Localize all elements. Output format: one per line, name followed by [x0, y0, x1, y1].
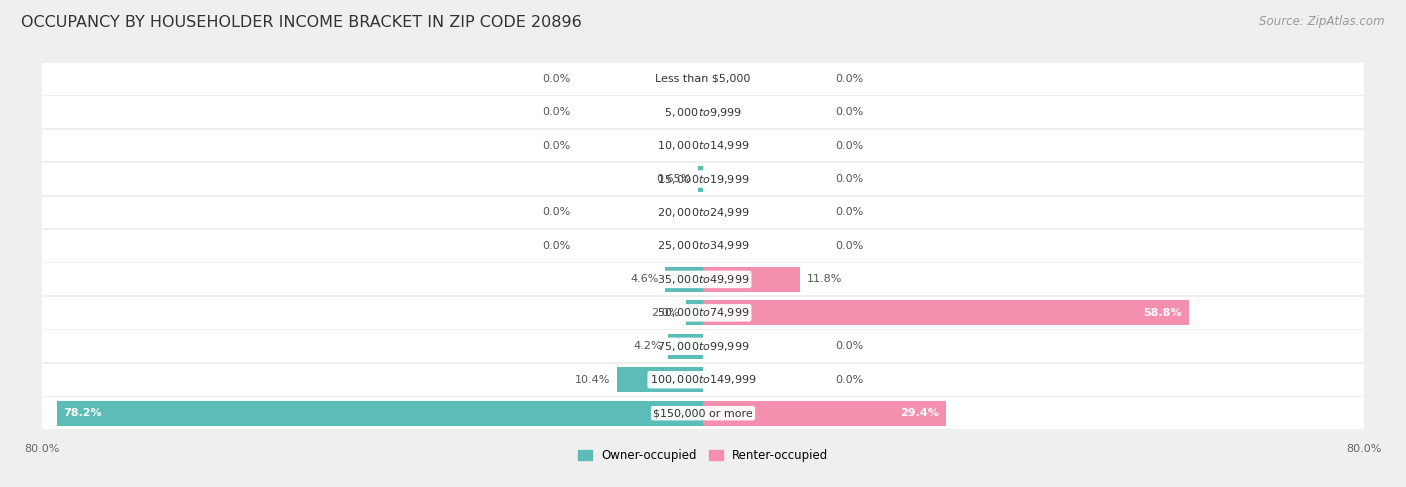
Text: 0.0%: 0.0% — [543, 74, 571, 84]
Text: 4.6%: 4.6% — [630, 274, 658, 284]
Text: 0.0%: 0.0% — [543, 241, 571, 251]
Text: 11.8%: 11.8% — [807, 274, 842, 284]
Text: OCCUPANCY BY HOUSEHOLDER INCOME BRACKET IN ZIP CODE 20896: OCCUPANCY BY HOUSEHOLDER INCOME BRACKET … — [21, 15, 582, 30]
Text: $75,000 to $99,999: $75,000 to $99,999 — [657, 340, 749, 353]
Bar — [42, 364, 1364, 395]
Text: $15,000 to $19,999: $15,000 to $19,999 — [657, 172, 749, 186]
Text: 10.4%: 10.4% — [575, 375, 610, 385]
Text: $20,000 to $24,999: $20,000 to $24,999 — [657, 206, 749, 219]
Text: $10,000 to $14,999: $10,000 to $14,999 — [657, 139, 749, 152]
Text: 29.4%: 29.4% — [900, 408, 939, 418]
Bar — [42, 230, 1364, 262]
Text: $5,000 to $9,999: $5,000 to $9,999 — [664, 106, 742, 119]
Text: $100,000 to $149,999: $100,000 to $149,999 — [650, 373, 756, 386]
Text: 0.0%: 0.0% — [835, 74, 863, 84]
Text: 0.0%: 0.0% — [835, 241, 863, 251]
Text: $25,000 to $34,999: $25,000 to $34,999 — [657, 240, 749, 252]
Bar — [42, 397, 1364, 429]
Text: 0.0%: 0.0% — [835, 341, 863, 351]
Text: 0.0%: 0.0% — [543, 207, 571, 218]
Text: 0.0%: 0.0% — [835, 207, 863, 218]
Text: 0.0%: 0.0% — [543, 107, 571, 117]
Text: $35,000 to $49,999: $35,000 to $49,999 — [657, 273, 749, 286]
Text: $150,000 or more: $150,000 or more — [654, 408, 752, 418]
Text: 58.8%: 58.8% — [1143, 308, 1182, 318]
Bar — [617, 367, 703, 393]
Text: 0.0%: 0.0% — [835, 141, 863, 150]
Bar — [42, 130, 1364, 162]
Text: 78.2%: 78.2% — [63, 408, 103, 418]
Bar — [697, 167, 703, 191]
Bar — [686, 300, 703, 325]
Text: 0.0%: 0.0% — [835, 107, 863, 117]
Bar — [668, 334, 703, 359]
Bar — [703, 401, 946, 426]
Bar — [703, 300, 1188, 325]
Bar — [42, 263, 1364, 295]
Text: 0.0%: 0.0% — [835, 174, 863, 184]
Bar — [42, 163, 1364, 195]
Bar — [42, 63, 1364, 94]
Bar — [42, 96, 1364, 128]
Bar — [42, 197, 1364, 228]
Bar — [42, 297, 1364, 329]
Bar — [58, 401, 703, 426]
Text: 0.0%: 0.0% — [543, 141, 571, 150]
Text: $50,000 to $74,999: $50,000 to $74,999 — [657, 306, 749, 319]
Text: Source: ZipAtlas.com: Source: ZipAtlas.com — [1260, 15, 1385, 28]
Text: 2.0%: 2.0% — [651, 308, 681, 318]
Text: 0.65%: 0.65% — [655, 174, 690, 184]
Bar — [42, 330, 1364, 362]
Text: Less than $5,000: Less than $5,000 — [655, 74, 751, 84]
Bar — [665, 267, 703, 292]
Legend: Owner-occupied, Renter-occupied: Owner-occupied, Renter-occupied — [572, 445, 834, 467]
Bar — [703, 267, 800, 292]
Text: 4.2%: 4.2% — [633, 341, 662, 351]
Text: 0.0%: 0.0% — [835, 375, 863, 385]
